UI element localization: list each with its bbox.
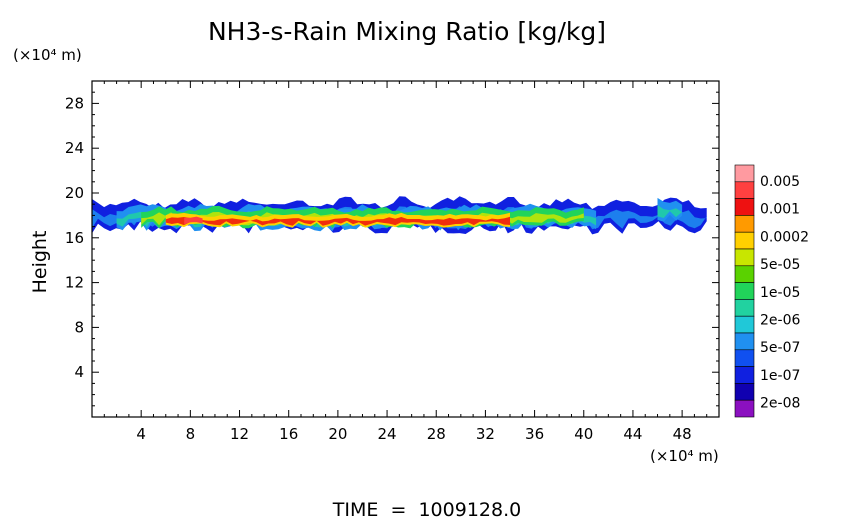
x-tick-label: 48 xyxy=(673,425,692,443)
contour-region xyxy=(184,216,203,225)
y-axis-title: Height xyxy=(29,231,51,294)
colorbar-label: 0.0002 xyxy=(760,229,809,245)
time-footer: TIME = 1009128.0 xyxy=(332,499,521,519)
y-tick-label: 24 xyxy=(65,139,84,157)
y-tick-label: 28 xyxy=(65,94,84,112)
x-tick-label: 40 xyxy=(574,425,593,443)
colorbar-swatch xyxy=(734,332,755,351)
contour-field xyxy=(92,196,707,235)
x-tick-label: 44 xyxy=(623,425,642,443)
colorbar-swatch xyxy=(734,383,755,401)
chart-title: NH3-s-Rain Mixing Ratio [kg/kg] xyxy=(208,17,606,46)
colorbar-swatch xyxy=(734,265,755,283)
y-tick-label: 12 xyxy=(65,274,84,292)
x-tick-label: 8 xyxy=(186,425,196,443)
x-tick-label: 32 xyxy=(476,425,495,443)
colorbar: 0.005 0.001 0.0002 5e-05 1e-05 2e-06 5e-07 1e-0… xyxy=(734,164,809,418)
colorbar-label: 0.005 xyxy=(760,174,800,190)
contour-region xyxy=(165,216,511,226)
y-tick-label: 20 xyxy=(65,184,84,202)
colorbar-swatch xyxy=(734,198,755,216)
colorbar-label: 1e-07 xyxy=(760,368,800,384)
colorbar-swatch xyxy=(734,248,755,267)
x-tick-label: 36 xyxy=(525,425,544,443)
y-tick-label: 8 xyxy=(74,318,84,336)
x-tick-label: 16 xyxy=(279,425,298,443)
colorbar-swatch xyxy=(734,315,755,334)
x-tick-label: 12 xyxy=(230,425,249,443)
y-unit-label: (×10⁴ m) xyxy=(13,46,82,64)
colorbar-swatch xyxy=(734,299,755,317)
x-unit-label: (×10⁴ m) xyxy=(650,447,719,465)
colorbar-swatch xyxy=(734,349,755,367)
y-tick-label: 4 xyxy=(74,363,84,381)
colorbar-swatch xyxy=(734,164,755,183)
colorbar-label: 0.001 xyxy=(760,202,800,218)
colorbar-label: 5e-05 xyxy=(760,257,800,273)
contour-region xyxy=(657,205,683,218)
colorbar-label: 2e-06 xyxy=(760,313,800,329)
colorbar-swatch xyxy=(734,399,755,418)
x-tick-label: 28 xyxy=(427,425,446,443)
colorbar-swatch xyxy=(734,231,755,250)
colorbar-label: 5e-07 xyxy=(760,340,800,356)
colorbar-swatch xyxy=(734,282,755,300)
colorbar-swatch xyxy=(734,215,755,233)
colorbar-label: 1e-05 xyxy=(760,285,800,301)
x-tick-label: 4 xyxy=(136,425,146,443)
colorbar-swatch xyxy=(734,181,755,199)
plot-frame xyxy=(91,80,720,418)
y-tick-label: 16 xyxy=(65,229,84,247)
x-tick-label: 20 xyxy=(328,425,347,443)
colorbar-swatch xyxy=(734,366,755,384)
colorbar-label: 2e-08 xyxy=(760,396,800,412)
x-tick-label: 24 xyxy=(378,425,397,443)
